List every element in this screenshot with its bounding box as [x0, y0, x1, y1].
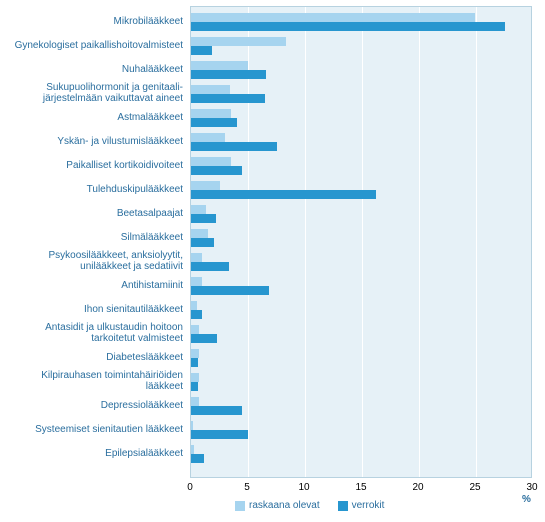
category-label: Diabeteslääkkeet	[0, 346, 188, 368]
bar-series1	[191, 277, 202, 286]
category-label: Epilepsialääkkeet	[0, 442, 188, 464]
bar-series2	[191, 406, 242, 415]
bar-series1	[191, 37, 286, 46]
category-label: Sukupuolihormonit ja genitaali-järjestel…	[0, 82, 188, 104]
bar-series2	[191, 238, 214, 247]
x-tick-label: 0	[187, 482, 193, 493]
category-label: Depressiolääkkeet	[0, 394, 188, 416]
gridline	[305, 7, 306, 477]
category-label: Kilpirauhasen toimintahäiriöidenlääkkeet	[0, 370, 188, 392]
bar-series2	[191, 310, 202, 319]
bar-series1	[191, 445, 194, 454]
bar-series2	[191, 214, 216, 223]
category-label: Ihon sienitautilääkkeet	[0, 298, 188, 320]
bar-series1	[191, 373, 199, 382]
bar-series1	[191, 205, 206, 214]
bar-series2	[191, 430, 248, 439]
bar-series2	[191, 22, 505, 31]
gridline	[419, 7, 420, 477]
bar-series2	[191, 358, 198, 367]
bar-series2	[191, 190, 376, 199]
bar-series2	[191, 334, 217, 343]
legend-item-series1: raskaana olevat	[235, 500, 320, 511]
bar-series1	[191, 61, 248, 70]
category-label: Paikalliset kortikoidivoiteet	[0, 154, 188, 176]
bar-series1	[191, 301, 197, 310]
category-label: Nuhalääkkeet	[0, 58, 188, 80]
category-label: Tulehduskipulääkkeet	[0, 178, 188, 200]
category-label: Astmalääkkeet	[0, 106, 188, 128]
x-tick-label: 5	[244, 482, 250, 493]
bar-series1	[191, 397, 199, 406]
legend-item-series2: verrokit	[338, 500, 385, 511]
bar-series2	[191, 142, 277, 151]
category-label: Mikrobilääkkeet	[0, 10, 188, 32]
plot-area	[190, 6, 532, 478]
bar-series1	[191, 325, 199, 334]
category-label: Psykoosilääkkeet, anksiolyytit,unilääkke…	[0, 250, 188, 272]
bar-series1	[191, 253, 202, 262]
chart-figure: MikrobilääkkeetGynekologiset paikallisho…	[0, 0, 545, 522]
bar-series1	[191, 421, 193, 430]
category-label: Antasidit ja ulkustaudin hoitoontarkoite…	[0, 322, 188, 344]
category-label: Gynekologiset paikallishoitovalmisteet	[0, 34, 188, 56]
bar-series1	[191, 349, 199, 358]
gridline	[362, 7, 363, 477]
bar-series2	[191, 454, 204, 463]
bar-series2	[191, 118, 237, 127]
category-label: Systeemiset sienitautien lääkkeet	[0, 418, 188, 440]
x-tick-label: 10	[298, 482, 309, 493]
legend-swatch-series1	[235, 501, 245, 511]
x-tick-label: 30	[526, 482, 537, 493]
legend-label-series2: verrokit	[352, 500, 385, 511]
x-tick-label: 20	[412, 482, 423, 493]
bar-series2	[191, 382, 198, 391]
category-label: Beetasalpaajat	[0, 202, 188, 224]
bar-series1	[191, 181, 220, 190]
bar-series2	[191, 94, 265, 103]
legend-label-series1: raskaana olevat	[249, 500, 320, 511]
legend: raskaana olevat verrokit	[235, 500, 384, 511]
bar-series2	[191, 166, 242, 175]
bar-series2	[191, 70, 266, 79]
bar-series2	[191, 286, 269, 295]
bar-series1	[191, 13, 475, 22]
legend-swatch-series2	[338, 501, 348, 511]
x-tick-label: 15	[355, 482, 366, 493]
bar-series2	[191, 46, 212, 55]
bar-series1	[191, 109, 231, 118]
gridline	[476, 7, 477, 477]
category-label: Yskän- ja vilustumislääkkeet	[0, 130, 188, 152]
category-label: Silmälääkkeet	[0, 226, 188, 248]
bar-series1	[191, 157, 231, 166]
x-tick-label: 25	[469, 482, 480, 493]
bar-series1	[191, 85, 230, 94]
x-axis-title: %	[522, 494, 531, 505]
category-label: Antihistamiinit	[0, 274, 188, 296]
bar-series1	[191, 229, 208, 238]
bar-series2	[191, 262, 229, 271]
bar-series1	[191, 133, 225, 142]
